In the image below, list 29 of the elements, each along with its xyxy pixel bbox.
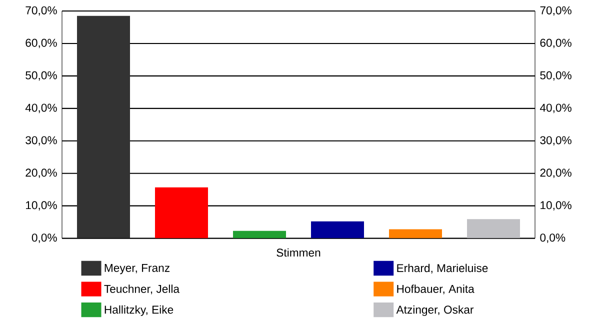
- y-tick-label: 20,0%: [26, 168, 57, 178]
- y-tick-label: 30,0%: [26, 136, 57, 146]
- text: 30,0%: [540, 136, 572, 146]
- legend-label: Teuchner, Jella: [104, 284, 180, 294]
- bar: [77, 16, 130, 238]
- bar: [155, 187, 208, 238]
- text: 60,0%: [540, 38, 572, 48]
- y-tick-label: 0,0%: [32, 234, 57, 243]
- y-tick-label: 60,0%: [26, 38, 57, 48]
- text: 0,0%: [540, 234, 566, 243]
- legend-label: Hallitzky, Eike: [104, 305, 174, 316]
- text: 50,0%: [540, 71, 572, 81]
- legend-label: Atzinger, Oskar: [396, 305, 474, 316]
- bar: [233, 230, 286, 238]
- y-tick-label: 50,0%: [26, 71, 57, 81]
- y-tick-label: 70,0%: [26, 6, 57, 16]
- text: 40,0%: [540, 104, 572, 114]
- legend-label: Meyer, Franz: [104, 264, 170, 274]
- bar: [389, 229, 442, 238]
- bar: [311, 221, 364, 238]
- x-tick-label: Stimmen: [276, 248, 320, 257]
- text: 20,0%: [540, 168, 572, 178]
- legend-label: Erhard, Marieluise: [397, 264, 488, 274]
- y-tick-label: 40,0%: [25, 104, 57, 114]
- text: 70,0%: [540, 6, 572, 16]
- text: 10,0%: [540, 201, 572, 211]
- legend-label: Hofbauer, Anita: [397, 284, 474, 294]
- bar: [467, 219, 520, 238]
- y-tick-label: 10,0%: [26, 201, 57, 211]
